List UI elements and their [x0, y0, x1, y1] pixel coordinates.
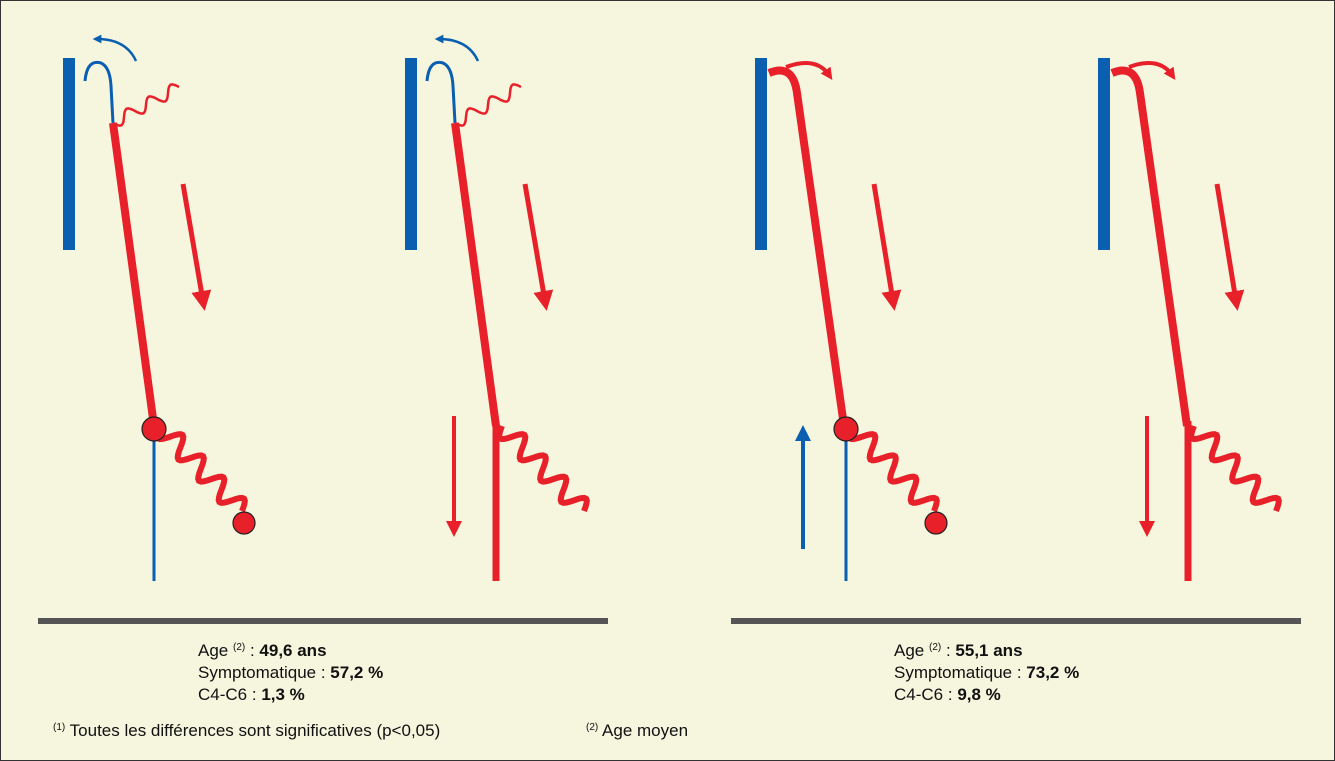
stat-line: Symptomatique : 73,2 %: [894, 662, 1079, 684]
stat-line: Symptomatique : 57,2 %: [198, 662, 383, 684]
stat-label: C4-C6 :: [894, 685, 953, 704]
footnote-mark: (1): [53, 722, 66, 733]
joint: [141, 416, 167, 442]
stat-value: 55,1 ans: [955, 641, 1023, 660]
hook: [425, 60, 457, 124]
end: [232, 511, 256, 535]
bar: [755, 58, 767, 250]
baseline: [38, 618, 608, 624]
note-mark: (2): [928, 642, 942, 653]
hook: [1110, 66, 1191, 427]
footnote-text: Toutes les différences sont significativ…: [69, 721, 441, 740]
artwork: [38, 34, 1301, 624]
hook: [767, 66, 848, 427]
stat-value: 1,3 %: [261, 685, 305, 704]
arrow: [92, 34, 138, 62]
arrow: [522, 183, 554, 311]
bar: [63, 58, 75, 250]
stat-label: Age: [894, 641, 925, 660]
stat-value: 49,6 ans: [259, 641, 327, 660]
stat-value: 9,8 %: [957, 685, 1001, 704]
footnote: (2) Age moyen: [586, 721, 688, 741]
footnote: (1) Toutes les différences sont signific…: [53, 721, 440, 741]
wave: [454, 83, 522, 127]
hook: [83, 60, 115, 124]
stat-line: Age (2) : 55,1 ans: [894, 637, 1079, 662]
arrow: [785, 60, 833, 80]
stat-label: Symptomatique :: [894, 663, 1022, 682]
wave: [846, 424, 940, 513]
arrow: [180, 183, 212, 311]
baseline: [731, 618, 1301, 624]
wave: [496, 424, 590, 513]
arrow: [1214, 183, 1245, 311]
wave: [112, 83, 180, 127]
colon: :: [945, 641, 951, 660]
stat-value: 73,2 %: [1026, 663, 1080, 682]
colon: :: [249, 641, 255, 660]
end: [924, 511, 948, 535]
arrow: [434, 34, 480, 62]
stat-label: C4-C6 :: [198, 685, 257, 704]
note-mark: (2): [232, 642, 246, 653]
stats: Age (2) : 49,6 ans Symptomatique : 57,2 %…: [198, 637, 383, 706]
footnote-mark: (2): [586, 722, 599, 733]
bar: [405, 58, 417, 250]
bar: [1098, 58, 1110, 250]
line: [109, 122, 158, 427]
arrow: [1128, 60, 1176, 80]
joint: [833, 416, 859, 442]
stat-line: Age (2) : 49,6 ans: [198, 637, 383, 662]
stat-line: C4-C6 : 1,3 %: [198, 684, 383, 706]
stats: Age (2) : 55,1 ans Symptomatique : 73,2 %…: [894, 637, 1079, 706]
wave: [1188, 424, 1282, 513]
footnote-text: Age moyen: [602, 721, 689, 740]
wave: [154, 424, 248, 513]
stat-line: C4-C6 : 9,8 %: [894, 684, 1079, 706]
line: [451, 122, 500, 427]
stat-value: 57,2 %: [330, 663, 384, 682]
stat-label: Symptomatique :: [198, 663, 326, 682]
stat-label: Age: [198, 641, 229, 660]
arrow: [871, 183, 902, 311]
